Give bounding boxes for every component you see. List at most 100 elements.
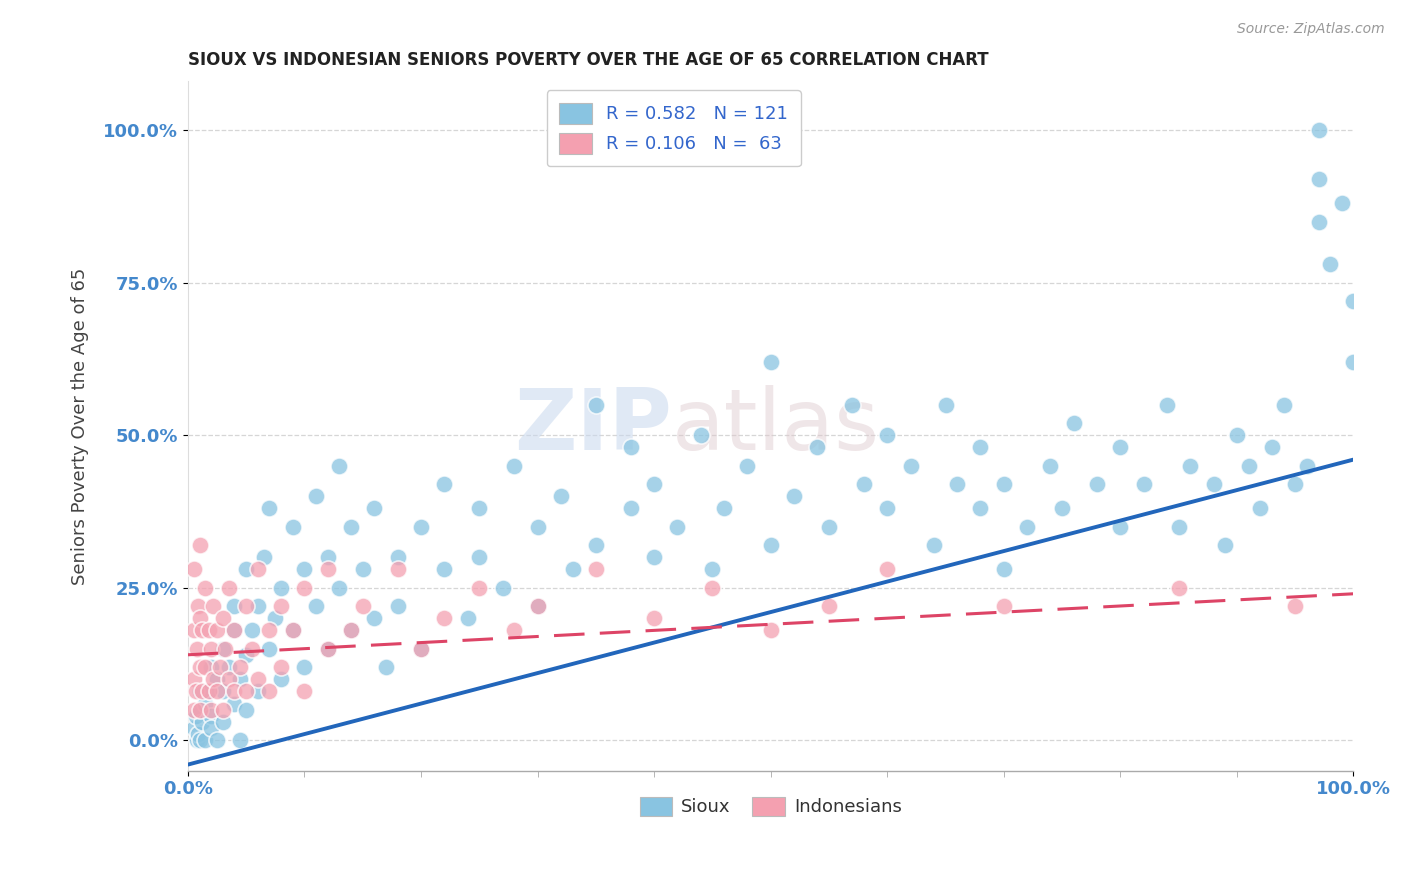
Point	[224, 599, 246, 613]
Point	[433, 562, 456, 576]
Point	[316, 641, 339, 656]
Point	[1050, 501, 1073, 516]
Text: atlas: atlas	[672, 384, 880, 467]
Point	[1319, 257, 1341, 271]
Point	[526, 599, 548, 613]
Point	[1132, 477, 1154, 491]
Point	[270, 672, 292, 686]
Point	[340, 624, 363, 638]
Point	[246, 562, 269, 576]
Point	[841, 398, 863, 412]
Point	[205, 624, 228, 638]
Point	[993, 599, 1015, 613]
Point	[993, 562, 1015, 576]
Point	[235, 648, 257, 662]
Point	[1308, 214, 1330, 228]
Point	[305, 489, 328, 503]
Point	[205, 672, 228, 686]
Point	[200, 641, 222, 656]
Text: SIOUX VS INDONESIAN SENIORS POVERTY OVER THE AGE OF 65 CORRELATION CHART: SIOUX VS INDONESIAN SENIORS POVERTY OVER…	[188, 51, 988, 69]
Point	[259, 624, 281, 638]
Point	[235, 684, 257, 698]
Point	[240, 624, 263, 638]
Point	[218, 581, 240, 595]
Point	[281, 624, 304, 638]
Point	[409, 519, 432, 533]
Point	[969, 441, 991, 455]
Point	[1039, 458, 1062, 473]
Point	[205, 733, 228, 747]
Point	[188, 733, 211, 747]
Point	[1156, 398, 1178, 412]
Point	[713, 501, 735, 516]
Point	[852, 477, 875, 491]
Point	[352, 562, 374, 576]
Point	[643, 550, 665, 565]
Point	[200, 721, 222, 735]
Point	[387, 599, 409, 613]
Point	[1284, 599, 1306, 613]
Point	[783, 489, 806, 503]
Point	[211, 611, 233, 625]
Point	[433, 477, 456, 491]
Point	[526, 599, 548, 613]
Point	[1109, 441, 1132, 455]
Point	[259, 684, 281, 698]
Point	[702, 581, 724, 595]
Point	[468, 581, 491, 595]
Point	[993, 477, 1015, 491]
Point	[806, 441, 828, 455]
Point	[561, 562, 583, 576]
Point	[200, 708, 222, 723]
Text: ZIP: ZIP	[513, 384, 672, 467]
Point	[198, 684, 221, 698]
Point	[187, 599, 209, 613]
Point	[188, 703, 211, 717]
Point	[188, 660, 211, 674]
Point	[1180, 458, 1202, 473]
Point	[186, 641, 208, 656]
Point	[1272, 398, 1295, 412]
Point	[240, 641, 263, 656]
Point	[1213, 538, 1236, 552]
Point	[340, 519, 363, 533]
Point	[188, 703, 211, 717]
Point	[281, 519, 304, 533]
Point	[281, 624, 304, 638]
Point	[969, 501, 991, 516]
Point	[224, 624, 246, 638]
Point	[375, 660, 398, 674]
Point	[876, 428, 898, 442]
Point	[409, 641, 432, 656]
Point	[468, 550, 491, 565]
Point	[363, 611, 385, 625]
Point	[270, 599, 292, 613]
Point	[270, 581, 292, 595]
Point	[468, 501, 491, 516]
Point	[1249, 501, 1271, 516]
Point	[922, 538, 945, 552]
Point	[183, 624, 205, 638]
Point	[229, 660, 252, 674]
Point	[1295, 458, 1317, 473]
Point	[1330, 196, 1353, 211]
Point	[218, 672, 240, 686]
Point	[585, 562, 607, 576]
Point	[294, 684, 316, 698]
Point	[184, 708, 207, 723]
Point	[188, 611, 211, 625]
Point	[666, 519, 689, 533]
Point	[1343, 355, 1365, 369]
Point	[737, 458, 759, 473]
Point	[264, 611, 287, 625]
Point	[183, 562, 205, 576]
Point	[1017, 519, 1039, 533]
Point	[491, 581, 513, 595]
Point	[818, 519, 841, 533]
Point	[328, 458, 350, 473]
Point	[259, 501, 281, 516]
Point	[503, 624, 526, 638]
Point	[183, 703, 205, 717]
Point	[188, 538, 211, 552]
Point	[187, 727, 209, 741]
